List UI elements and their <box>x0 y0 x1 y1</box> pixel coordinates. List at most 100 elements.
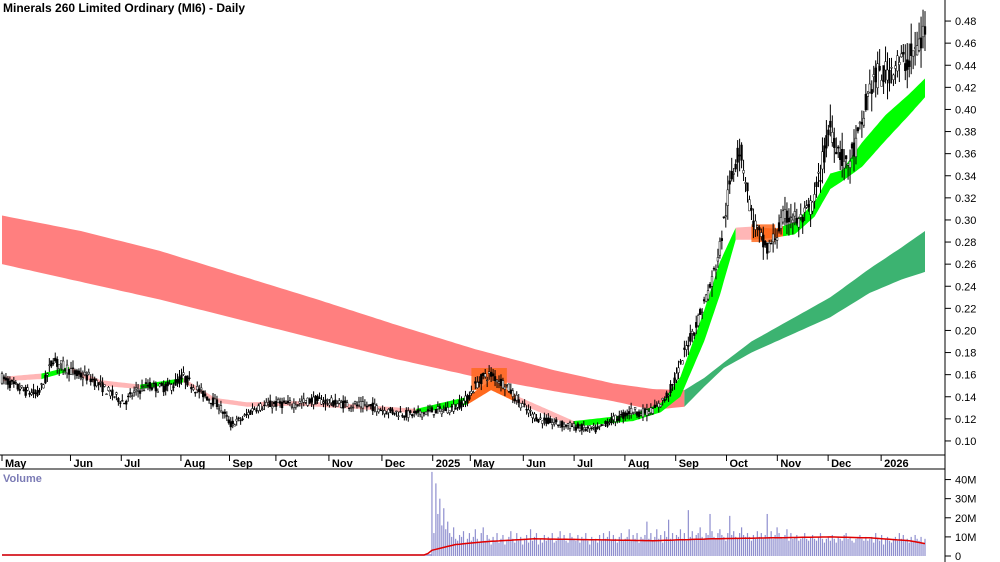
volume-bar <box>679 529 682 556</box>
candle-body <box>841 148 844 166</box>
volume-bar <box>494 540 496 556</box>
y-tick-label: 0.24 <box>955 281 976 293</box>
candle-body <box>38 389 41 393</box>
candle-body <box>373 403 376 408</box>
candle-body <box>332 400 335 407</box>
price-y-axis: 0.10 0.12 0.14 0.16 0.18 0.20 0.22 0.24 0.26 0.28… <box>945 16 976 448</box>
candle-body <box>578 427 582 431</box>
candle-body <box>349 406 353 409</box>
x-tick-label: Dec <box>385 458 405 470</box>
volume-bar <box>695 534 697 556</box>
volume-tick-label: 30M <box>955 494 976 506</box>
candle-body <box>576 423 580 429</box>
candle-body <box>564 424 568 427</box>
candle-body <box>484 373 487 378</box>
volume-bar <box>888 540 891 556</box>
candle-body <box>170 384 173 391</box>
candle-body <box>466 395 469 404</box>
candle-body <box>880 80 883 87</box>
candle-body <box>184 376 187 383</box>
candle-body <box>257 405 260 411</box>
candle-body <box>533 413 536 419</box>
candle-body <box>675 373 678 381</box>
candle-body <box>762 234 765 248</box>
candle-body <box>168 383 171 385</box>
candle-body <box>16 383 19 390</box>
volume-bar <box>451 536 453 556</box>
volume-bar <box>804 533 806 556</box>
candle-body <box>598 425 601 428</box>
candle-body <box>347 407 351 409</box>
candle-body <box>700 311 704 314</box>
candle-body <box>434 409 438 414</box>
volume-bar <box>808 540 810 556</box>
candle-body <box>215 399 219 407</box>
candle-body <box>868 83 871 93</box>
candle-body <box>227 419 230 424</box>
candle-body <box>160 382 163 386</box>
x-tick-label: 2025 <box>436 458 460 470</box>
volume-bar <box>725 540 727 556</box>
candle-body <box>111 389 114 396</box>
volume-bar <box>431 471 433 556</box>
candle-body <box>860 121 864 125</box>
volume-bar <box>847 538 849 556</box>
volume-bar <box>624 538 626 556</box>
candle-body <box>487 371 491 374</box>
volume-bar <box>535 533 538 556</box>
x-tick: Oct <box>275 455 298 470</box>
volume-bar <box>608 531 611 556</box>
candle-body <box>44 374 47 384</box>
candle-body <box>213 398 217 404</box>
candle-body <box>462 400 465 404</box>
candle-body <box>823 145 826 163</box>
y-tick-label: 0.10 <box>955 436 976 448</box>
candle-body <box>661 398 664 401</box>
volume-bar <box>437 513 439 556</box>
volume-bar <box>553 542 555 556</box>
volume-bar <box>916 538 918 556</box>
volume-bar <box>723 536 725 556</box>
candle-body <box>131 395 134 397</box>
volume-bar <box>863 540 865 556</box>
candle-body <box>687 344 690 347</box>
volume-bar <box>867 540 869 556</box>
y-tick-label: 0.20 <box>955 325 976 337</box>
candle-body <box>207 399 211 401</box>
volume-bar <box>699 527 701 556</box>
candle-body <box>113 396 116 398</box>
volume-bar <box>604 538 607 556</box>
candle-body <box>420 412 424 418</box>
volume-bar <box>744 536 747 556</box>
candle-body <box>231 420 234 424</box>
candle-body <box>198 388 201 393</box>
volume-bar <box>614 538 616 556</box>
candle-body <box>0 373 4 384</box>
volume-bar <box>733 531 735 556</box>
candle-body <box>314 395 317 405</box>
candle-body <box>637 411 641 417</box>
volume-bar <box>565 540 567 556</box>
volume-bar <box>752 534 755 556</box>
volume-bar <box>512 538 514 556</box>
candle-body <box>894 65 897 69</box>
x-tick-label: Nov <box>332 458 354 470</box>
volume-bar <box>492 536 494 556</box>
x-tick: Oct <box>726 455 748 470</box>
volume-bar <box>697 533 699 556</box>
candle-body <box>657 403 660 408</box>
volume-bar <box>541 542 543 556</box>
x-tick-label: May <box>5 458 27 470</box>
candle-body <box>383 410 386 415</box>
candle-body <box>172 386 175 388</box>
candle-body <box>726 189 729 206</box>
volume-bar <box>518 540 520 556</box>
volume-bar <box>577 534 579 556</box>
candle-body <box>722 216 725 218</box>
candle-body <box>710 276 714 287</box>
candle-body <box>663 399 666 402</box>
candle-body <box>653 404 656 409</box>
candle-body <box>728 180 731 185</box>
candle-body <box>839 152 842 160</box>
candle-body <box>659 404 662 407</box>
